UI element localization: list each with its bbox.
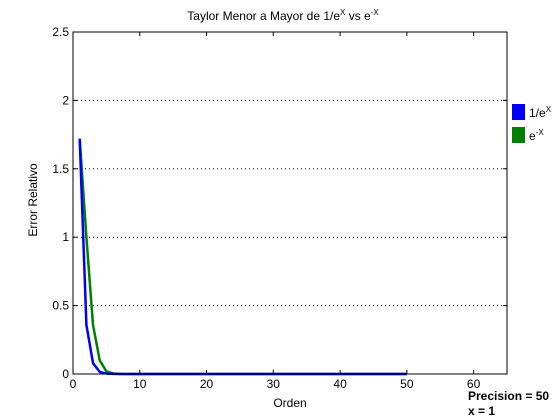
x-value-note: x = 1	[468, 404, 495, 418]
x-tick-label: 10	[133, 377, 147, 391]
x-axis-label: Orden	[273, 396, 306, 410]
y-tick-label: 0.5	[52, 299, 69, 313]
x-tick-label: 30	[267, 377, 281, 391]
precision-note: Precision = 50	[468, 389, 549, 403]
y-tick-label: 0	[62, 367, 69, 381]
y-tick-label: 1.5	[52, 162, 69, 176]
x-tick-label: 40	[333, 377, 347, 391]
y-tick-label: 1	[62, 230, 69, 244]
legend-label-1: e-X	[529, 128, 544, 143]
plot-area	[73, 32, 507, 374]
y-tick-label: 2	[62, 93, 69, 107]
y-axis-label: Error Relativo	[26, 163, 40, 237]
y-tick-label: 2.5	[52, 25, 69, 39]
chart-title: Taylor Menor a Mayor de 1/eX vs e-X	[187, 8, 379, 23]
legend-swatch-1	[512, 127, 525, 143]
legend: 1/eX e-X	[512, 104, 552, 143]
legend-swatch-0	[512, 104, 525, 120]
x-tick-label: 20	[200, 377, 214, 391]
x-tick-label: 0	[70, 377, 77, 391]
x-tick-label: 50	[400, 377, 414, 391]
legend-label-0: 1/eX	[529, 105, 552, 120]
